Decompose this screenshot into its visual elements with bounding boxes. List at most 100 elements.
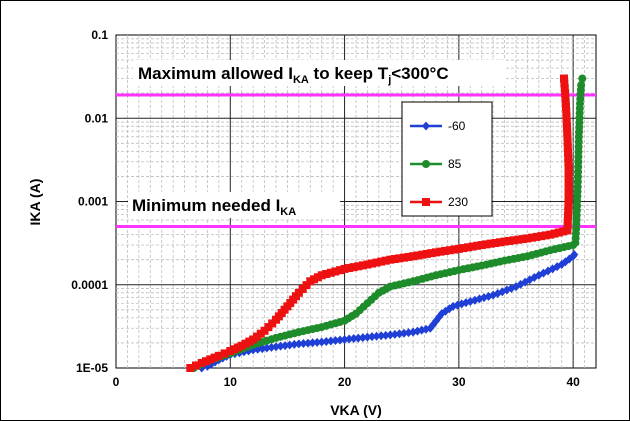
- x-tick-label: 20: [338, 375, 352, 389]
- series-0: [197, 250, 579, 373]
- y-tick-label: 0.001: [78, 195, 108, 209]
- data-point: [276, 341, 285, 351]
- data-point: [299, 338, 308, 348]
- data-point: [253, 344, 262, 354]
- data-point: [563, 132, 572, 141]
- data-point: [422, 249, 431, 258]
- data-point: [563, 143, 572, 152]
- data-point: [368, 259, 376, 268]
- y-tick-label: 1E-05: [76, 361, 108, 375]
- data-point: [563, 226, 572, 235]
- data-point: [561, 93, 570, 102]
- data-point: [354, 262, 363, 271]
- data-point: [562, 112, 571, 121]
- data-point: [308, 338, 317, 348]
- data-point: [326, 336, 335, 346]
- data-point: [546, 230, 555, 239]
- data-point: [564, 148, 572, 157]
- data-point: [317, 271, 326, 280]
- data-point: [564, 164, 573, 173]
- data-point: [372, 258, 381, 267]
- series-layer: [186, 74, 587, 373]
- data-point: [281, 341, 290, 351]
- data-point: [395, 254, 404, 263]
- data-point: [564, 197, 573, 206]
- threshold-lines: [116, 93, 596, 229]
- data-point: [210, 353, 219, 362]
- data-point: [454, 244, 463, 253]
- data-point: [564, 188, 573, 197]
- y-tick-label: 0.0001: [71, 278, 108, 292]
- data-point: [340, 264, 349, 273]
- data-point: [468, 242, 477, 251]
- data-point: [192, 361, 200, 370]
- data-point: [404, 252, 413, 261]
- data-point: [514, 235, 523, 244]
- data-point: [418, 250, 427, 259]
- data-point: [400, 328, 408, 338]
- data-point: [294, 339, 303, 349]
- data-point: [377, 331, 386, 341]
- data-point: [509, 236, 518, 245]
- data-point: [477, 241, 486, 250]
- data-point: [390, 255, 399, 264]
- data-point: [518, 235, 527, 244]
- data-point: [427, 249, 436, 258]
- data-point: [561, 98, 570, 107]
- data-point: [562, 107, 571, 116]
- data-point: [432, 248, 440, 257]
- data-point: [313, 337, 322, 347]
- data-point: [322, 337, 331, 347]
- data-point: [285, 340, 294, 350]
- data-point: [202, 357, 210, 366]
- data-point: [500, 237, 509, 246]
- data-point: [562, 103, 570, 112]
- data-point: [331, 336, 340, 346]
- data-point: [562, 122, 571, 131]
- data-point: [372, 331, 381, 341]
- data-point: [560, 79, 569, 88]
- data-point: [563, 216, 572, 225]
- data-point: [564, 169, 573, 178]
- data-point: [381, 256, 390, 265]
- data-point: [528, 233, 536, 242]
- data-point: [386, 255, 395, 264]
- data-point: [507, 283, 516, 293]
- data-point: [267, 342, 276, 352]
- data-point: [564, 183, 573, 192]
- data-point: [386, 330, 395, 340]
- data-point: [409, 252, 418, 261]
- data-point: [358, 261, 367, 270]
- data-point: [482, 240, 491, 249]
- data-point: [564, 202, 573, 211]
- data-point: [564, 153, 573, 162]
- x-axis-label: VKA (V): [330, 402, 382, 418]
- legend-marker: [422, 121, 430, 131]
- data-point: [564, 207, 573, 216]
- data-point: [564, 173, 573, 182]
- data-point: [473, 241, 482, 250]
- y-tick-label: 0.01: [85, 111, 109, 125]
- data-point: [450, 245, 459, 254]
- data-point: [322, 269, 331, 278]
- data-point: [505, 236, 514, 245]
- data-point: [345, 264, 354, 273]
- data-point: [363, 260, 372, 269]
- data-point: [363, 332, 372, 342]
- legend-label: -60: [448, 119, 466, 133]
- legend-label: 230: [448, 195, 468, 209]
- data-point: [436, 247, 445, 256]
- annotation-min: Minimum needed IKA: [132, 196, 296, 218]
- legend: -60 85 230: [401, 101, 493, 217]
- data-point: [358, 333, 367, 343]
- data-point: [563, 127, 572, 136]
- data-point: [496, 238, 504, 247]
- data-point: [541, 231, 550, 240]
- data-point: [537, 232, 546, 241]
- data-point: [550, 229, 559, 238]
- data-point: [214, 351, 223, 360]
- data-point: [564, 159, 573, 168]
- legend-box: [401, 101, 493, 217]
- legend-marker: [422, 198, 430, 206]
